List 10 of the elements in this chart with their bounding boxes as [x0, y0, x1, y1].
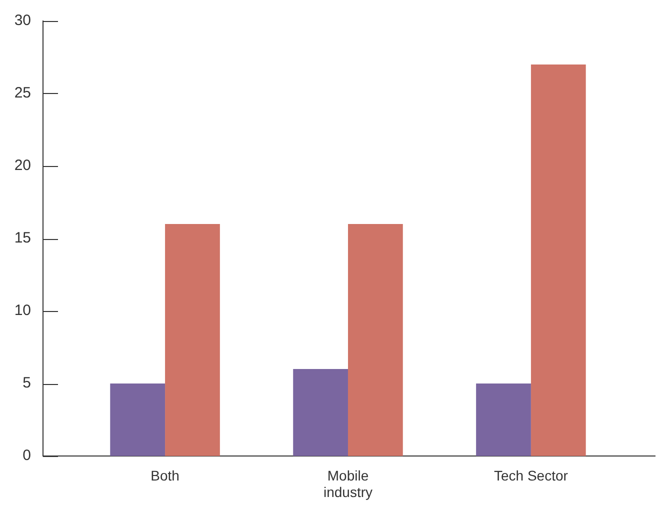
y-tick-label: 5 [22, 374, 31, 392]
y-tick-label: 15 [14, 230, 31, 247]
x-tick-label: Tech Sector [494, 467, 568, 484]
y-tick-label: 25 [14, 84, 31, 102]
y-tick-label: 0 [22, 447, 31, 464]
y-tick-label: 20 [14, 157, 31, 174]
x-tick-label: Mobile industry [323, 467, 373, 500]
x-tick-label: Both [150, 467, 180, 484]
y-tick-label: 30 [14, 12, 31, 30]
y-tick-label: 10 [14, 302, 31, 320]
